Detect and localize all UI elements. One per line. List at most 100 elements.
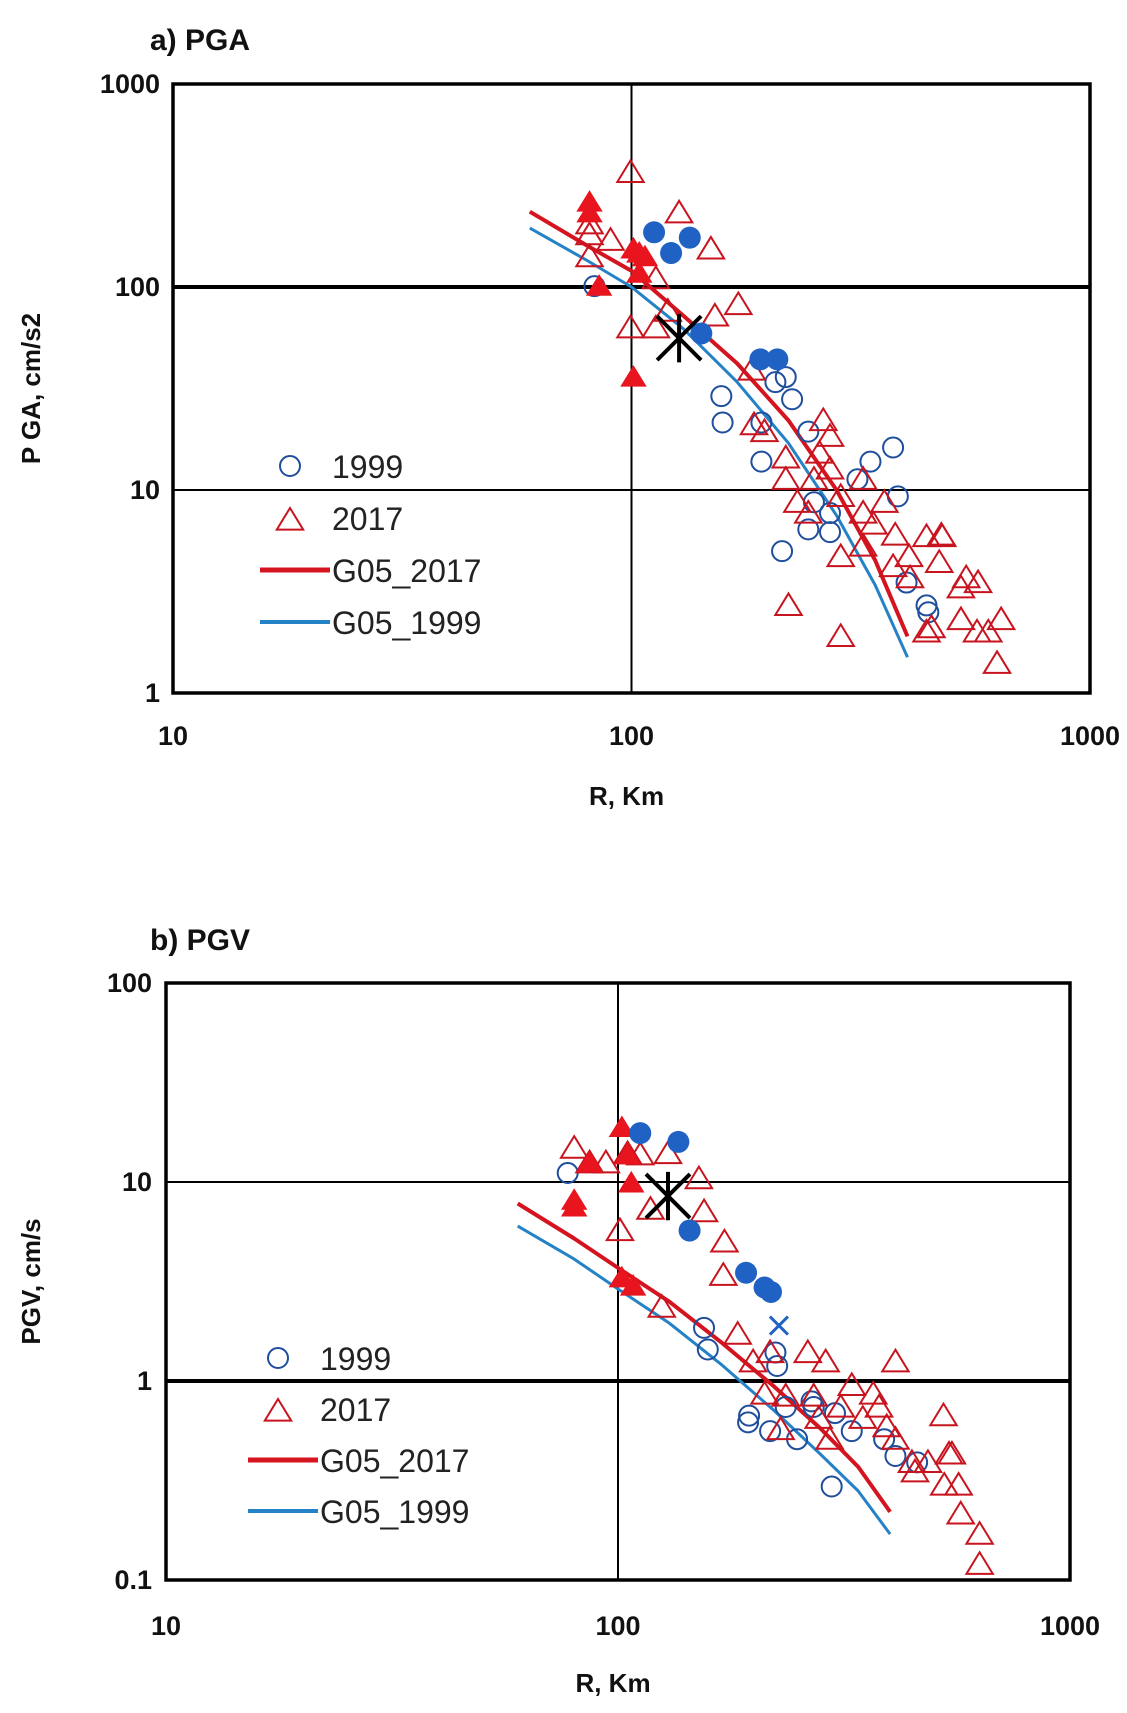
data-point-open-circle <box>771 540 794 563</box>
markers-filled-circle <box>629 1122 782 1304</box>
data-point-filled-circle <box>690 322 713 345</box>
data-point-open-triangle <box>848 532 879 557</box>
markers-x-cross <box>768 1315 789 1336</box>
data-point-open-triangle <box>986 605 1017 631</box>
data-point-open-triangle <box>945 605 976 631</box>
data-point-open-triangle <box>911 617 942 643</box>
data-point-open-triangle <box>895 563 926 589</box>
x-axis-label: R, Km <box>589 781 664 811</box>
data-point-open-triangle <box>814 1425 845 1450</box>
x-tick-label: 10 <box>151 1611 181 1641</box>
y-tick-label: 1 <box>137 1366 152 1396</box>
data-point-open-triangle <box>646 1293 677 1318</box>
data-point-open-triangle <box>803 1404 834 1429</box>
series-g05-1999 <box>516 1224 892 1535</box>
data-point-open-circle <box>556 1161 579 1184</box>
data-point-open-triangle <box>738 1347 769 1373</box>
data-point-open-triangle <box>928 1401 959 1427</box>
data-point-open-triangle <box>653 1139 683 1165</box>
data-point-open-triangle <box>869 488 900 513</box>
data-point-filled-triangle <box>614 1142 641 1165</box>
data-point-filled-triangle <box>576 1150 603 1173</box>
data-point-open-triangle <box>836 1371 867 1397</box>
data-point-open-circle <box>840 1420 863 1443</box>
series-g05-2017 <box>516 1201 892 1514</box>
data-point-open-circle <box>693 1316 716 1339</box>
data-point-open-circle <box>774 1396 797 1419</box>
y-tick-label: 100 <box>107 968 152 998</box>
chart-title: a) PGA <box>150 24 250 57</box>
data-point-open-triangle <box>709 1227 740 1253</box>
data-point-open-triangle <box>683 1164 714 1190</box>
markers-filled-triangle <box>576 190 659 387</box>
chart-title: b) PGV <box>150 924 250 957</box>
legend: 1999 2017 G05_2017 G05_1999 <box>260 449 481 641</box>
data-point-open-triangle <box>871 1412 902 1438</box>
data-point-open-triangle <box>782 488 813 513</box>
data-point-open-triangle <box>964 1520 995 1545</box>
data-point-open-triangle <box>880 1425 911 1450</box>
data-point-open-triangle <box>559 1134 590 1159</box>
y-tick-label: 10 <box>122 1167 152 1197</box>
data-point-open-triangle <box>695 235 726 260</box>
curve-g05-2017 <box>528 209 910 638</box>
data-point-open-triangle <box>804 439 835 464</box>
data-point-open-circle <box>781 388 804 411</box>
data-point-open-circle <box>884 1444 907 1467</box>
data-point-open-triangle <box>739 410 769 436</box>
data-point-open-triangle <box>880 521 911 546</box>
data-point-filled-circle <box>749 348 772 371</box>
markers-star <box>655 313 703 363</box>
data-point-open-triangle <box>708 1261 739 1286</box>
data-point-open-triangle <box>755 1338 786 1364</box>
data-point-open-circle <box>737 1411 760 1434</box>
legend-marker-circle <box>267 1347 289 1369</box>
x-axis-label: R, Km <box>575 1668 650 1698</box>
data-point-open-triangle <box>815 455 845 480</box>
legend-label: G05_2017 <box>332 553 481 589</box>
data-point-open-triangle <box>962 617 993 643</box>
markers-2017 <box>559 1134 995 1575</box>
data-point-open-circle <box>696 1338 719 1361</box>
x-tick-label: 100 <box>595 1611 640 1641</box>
data-point-open-circle <box>797 518 820 541</box>
data-point-filled-circle <box>766 348 789 371</box>
x-tick-label: 10 <box>158 721 188 751</box>
data-point-open-triangle <box>927 522 958 548</box>
data-point-filled-triangle <box>626 241 653 263</box>
data-point-open-triangle <box>896 1448 927 1473</box>
data-point-filled-triangle <box>585 274 613 296</box>
data-point-filled-triangle <box>560 1194 588 1217</box>
y-tick-label: 1 <box>145 678 160 708</box>
legend: 1999 2017 G05_2017 G05_1999 <box>248 1341 469 1530</box>
data-point-open-triangle <box>722 1320 753 1345</box>
data-point-open-circle <box>797 420 820 443</box>
legend-label: 1999 <box>332 449 403 485</box>
data-point-open-triangle <box>848 499 879 524</box>
data-point-open-triangle <box>982 649 1013 674</box>
y-tick-label: 10 <box>130 475 160 505</box>
data-point-open-triangle <box>664 198 695 224</box>
y-tick-label: 0.1 <box>114 1565 152 1595</box>
data-point-open-triangle <box>929 1471 960 1496</box>
data-point-open-triangle <box>770 443 801 469</box>
markers-filled-circle <box>643 221 789 371</box>
data-point-open-circle <box>711 411 734 434</box>
x-tick-label: 1000 <box>1060 721 1120 751</box>
data-point-open-triangle <box>810 1347 841 1373</box>
data-point-open-triangle <box>943 1471 974 1496</box>
legend-label: G05_1999 <box>332 605 481 641</box>
data-point-open-triangle <box>689 1197 720 1223</box>
data-point-open-circle <box>764 371 787 394</box>
markers-2017 <box>574 158 1017 674</box>
data-point-open-triangle <box>825 482 856 507</box>
data-point-open-triangle <box>590 1148 621 1174</box>
data-point-filled-circle <box>678 1219 701 1242</box>
data-point-open-triangle <box>574 209 605 235</box>
data-point-open-triangle <box>595 226 626 251</box>
data-point-filled-triangle <box>626 261 653 283</box>
data-point-open-triangle <box>765 1415 796 1441</box>
curve-g05-2017 <box>516 1201 892 1514</box>
data-point-open-triangle <box>864 1393 895 1418</box>
